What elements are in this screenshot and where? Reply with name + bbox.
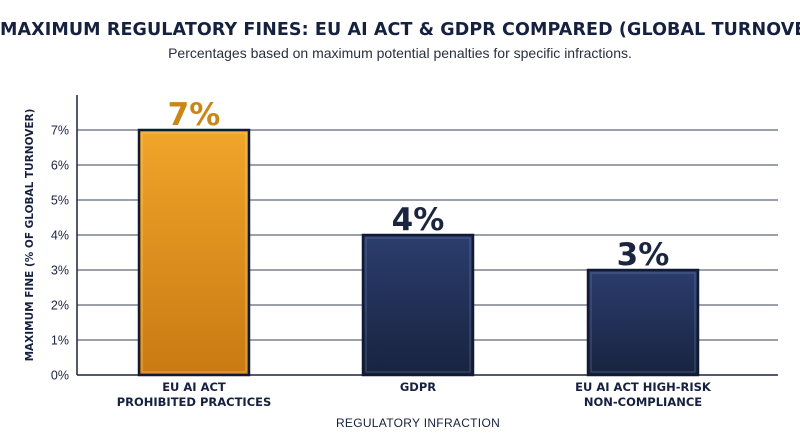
x-tick-label: EU AI ACT HIGH-RISK <box>575 380 712 394</box>
bar-highlight <box>590 272 696 373</box>
y-tick-label: 5% <box>51 194 69 208</box>
bar <box>361 233 475 377</box>
bar-highlight <box>141 132 247 373</box>
y-tick-label: 7% <box>51 124 69 138</box>
data-labels: 7% 4% 3% <box>168 97 670 273</box>
data-label: 7% <box>168 97 221 133</box>
data-label: 3% <box>617 237 670 273</box>
data-label: 4% <box>392 202 445 238</box>
x-axis-label: REGULATORY INFRACTION <box>336 416 500 430</box>
y-tick-label: 2% <box>51 299 69 313</box>
y-tick-label: 6% <box>51 159 69 173</box>
bars <box>137 128 700 377</box>
y-tick-label: 3% <box>51 264 69 278</box>
x-tick-label: EU AI ACT <box>162 380 226 394</box>
y-tick-label: 0% <box>51 369 69 383</box>
bar-highlight <box>365 237 471 373</box>
chart-title: MAXIMUM REGULATORY FINES: EU AI ACT & GD… <box>0 20 800 40</box>
x-tick-label: PROHIBITED PRACTICES <box>117 395 272 409</box>
y-axis-label: MAXIMUM FINE (% OF GLOBAL TURNOVER) <box>24 109 36 362</box>
chart-subtitle: Percentages based on maximum potential p… <box>168 45 632 61</box>
y-tick-label: 4% <box>51 229 69 243</box>
y-tick-label: 1% <box>51 334 69 348</box>
y-tick-labels: 0% 1% 2% 3% 4% 5% 6% 7% <box>51 124 69 383</box>
bar <box>137 128 251 377</box>
x-tick-label: GDPR <box>400 380 436 394</box>
x-tick-label: NON-COMPLIANCE <box>584 395 702 409</box>
bar <box>586 268 700 377</box>
